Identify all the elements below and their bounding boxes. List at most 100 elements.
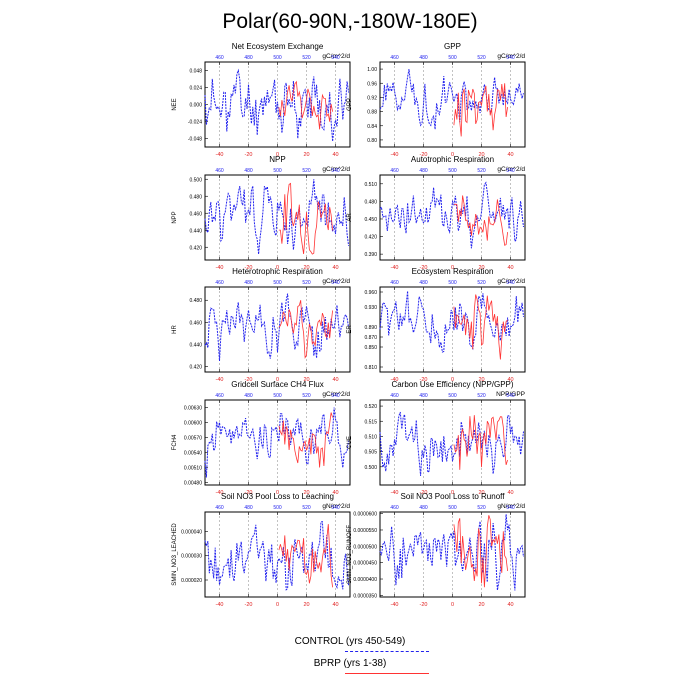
top-x-tick-label: 460	[390, 505, 399, 511]
y-tick-label: 0.00630	[184, 406, 202, 412]
series-line-bprp	[278, 524, 333, 588]
y-tick-label: 0.515	[364, 419, 377, 425]
legend-control-swatch	[345, 651, 429, 652]
y-tick-label: 0.0000450	[353, 561, 377, 567]
series-line-control	[204, 293, 350, 362]
y-tick-label: 0.460	[189, 320, 202, 326]
bottom-x-tick-label: -20	[245, 490, 253, 496]
panel-title: Heterotrophic Respiration	[232, 267, 323, 276]
bottom-x-tick-label: 0	[451, 490, 454, 496]
panel-units: gC/m^2/d	[497, 166, 525, 173]
bottom-x-tick-label: -20	[420, 490, 428, 496]
y-tick-label: 0.420	[189, 364, 202, 370]
bottom-x-tick-label: 0	[276, 265, 279, 271]
top-x-tick-label: 480	[419, 505, 428, 511]
top-x-tick-label: 540	[506, 393, 515, 399]
panel-title: Ecosystem Respiration	[412, 267, 494, 276]
y-tick-label: 0.96	[367, 81, 377, 87]
y-tick-label: -0.024	[188, 120, 202, 126]
top-x-tick-label: 540	[506, 168, 515, 174]
top-x-tick-label: 460	[390, 168, 399, 174]
top-x-tick-label: 480	[244, 168, 253, 174]
series-line-bprp	[453, 515, 508, 588]
series-line-control	[379, 411, 524, 476]
y-tick-label: 0.84	[367, 124, 377, 130]
series-line-bprp	[453, 195, 508, 246]
top-x-tick-label: 500	[273, 393, 282, 399]
bottom-x-tick-label: 40	[507, 377, 513, 383]
top-x-tick-label: 460	[215, 168, 224, 174]
panel-title: Net Ecosystem Exchange	[232, 42, 324, 51]
y-tick-label: 0.00510	[184, 466, 202, 472]
top-x-tick-label: 520	[477, 168, 486, 174]
bottom-x-tick-label: 0	[451, 265, 454, 271]
top-x-tick-label: 540	[331, 280, 340, 286]
bottom-x-tick-label: -40	[216, 490, 224, 496]
bottom-x-tick-label: 20	[303, 602, 309, 608]
y-tick-label: 0.870	[364, 335, 377, 341]
top-x-tick-label: 460	[390, 393, 399, 399]
bottom-x-tick-label: 40	[507, 265, 513, 271]
top-x-tick-label: 500	[448, 280, 457, 286]
bottom-x-tick-label: 20	[478, 602, 484, 608]
y-axis-label: FCH4	[172, 434, 178, 450]
legend-control-label: CONTROL (yrs 450-549)	[294, 636, 406, 647]
top-x-tick-label: 460	[215, 55, 224, 61]
bottom-x-tick-label: 20	[303, 152, 309, 158]
series-line-bprp	[278, 300, 333, 359]
panel-title: Soil NO3 Pool Loss to Leaching	[221, 492, 334, 501]
series-line-bprp	[453, 415, 508, 470]
y-tick-label: 0.480	[189, 298, 202, 304]
bottom-x-tick-label: 0	[276, 602, 279, 608]
bottom-x-tick-label: 0	[276, 152, 279, 158]
y-axis-label: GPP	[347, 98, 353, 111]
bottom-x-tick-label: 40	[332, 377, 338, 383]
bottom-x-tick-label: 0	[451, 377, 454, 383]
y-tick-label: 0.000040	[181, 529, 202, 535]
top-x-tick-label: 500	[273, 505, 282, 511]
y-tick-label: 0.0000600	[353, 512, 377, 518]
bottom-x-tick-label: 40	[332, 265, 338, 271]
y-tick-label: -0.048	[188, 137, 202, 143]
y-tick-label: 0.00480	[184, 481, 202, 487]
top-x-tick-label: 540	[506, 280, 515, 286]
legend-bprp-swatch	[345, 673, 429, 674]
bottom-x-tick-label: 40	[332, 602, 338, 608]
bottom-x-tick-label: -20	[420, 602, 428, 608]
top-x-tick-label: 500	[273, 280, 282, 286]
legend-bprp-label: BPRP (yrs 1-38)	[313, 658, 387, 669]
y-tick-label: 0.0000350	[353, 593, 377, 599]
bottom-x-tick-label: -40	[216, 377, 224, 383]
y-axis-label: ER	[347, 325, 353, 334]
panel-title: Carbon Use Efficiency (NPP/GPP)	[391, 380, 513, 389]
top-x-tick-label: 520	[477, 393, 486, 399]
top-x-tick-label: 480	[244, 55, 253, 61]
top-x-tick-label: 540	[506, 55, 515, 61]
bottom-x-tick-label: 20	[478, 377, 484, 383]
bottom-x-tick-label: -40	[216, 602, 224, 608]
series-line-bprp	[453, 294, 508, 360]
y-tick-label: 0.500	[189, 177, 202, 183]
top-x-tick-label: 540	[331, 393, 340, 399]
bottom-x-tick-label: -40	[216, 152, 224, 158]
panel-units: gN/m^2/d	[497, 503, 525, 510]
panel-units: NPP/GPP	[496, 391, 525, 398]
bottom-x-tick-label: -20	[245, 602, 253, 608]
y-tick-label: 0.0000500	[353, 544, 377, 550]
top-x-tick-label: 500	[273, 168, 282, 174]
series-line-bprp	[278, 412, 333, 468]
y-tick-label: 0.440	[189, 342, 202, 348]
bottom-x-tick-label: -20	[245, 152, 253, 158]
y-tick-label: 0.000	[189, 103, 202, 109]
top-x-tick-label: 540	[331, 505, 340, 511]
y-tick-label: 0.810	[364, 365, 377, 371]
top-x-tick-label: 480	[419, 55, 428, 61]
top-x-tick-label: 520	[302, 168, 311, 174]
top-x-tick-label: 520	[477, 505, 486, 511]
bottom-x-tick-label: 20	[303, 265, 309, 271]
y-tick-label: 0.0000550	[353, 528, 377, 534]
panel-units: gC/m^2/d	[322, 391, 350, 398]
top-x-tick-label: 480	[244, 393, 253, 399]
top-x-tick-label: 480	[419, 280, 428, 286]
